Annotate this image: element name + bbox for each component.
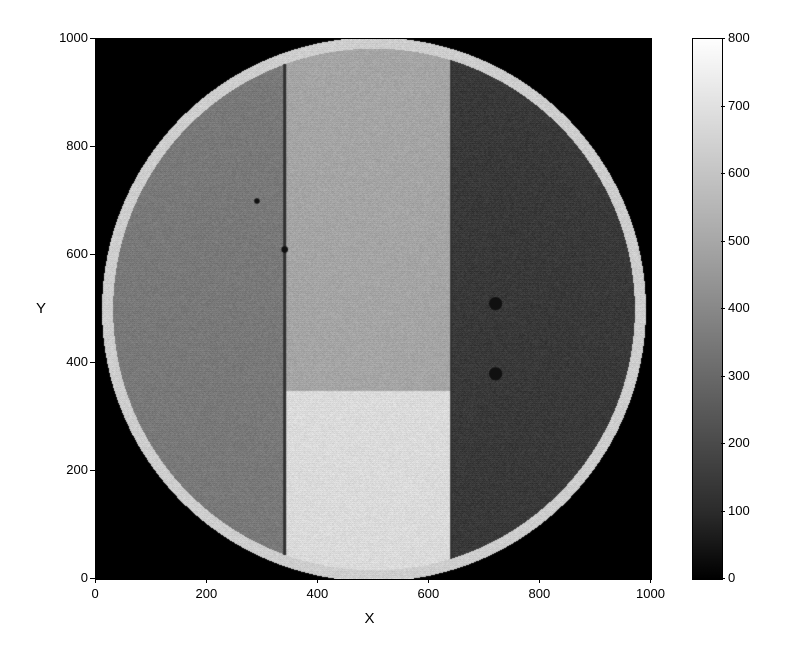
heatmap-chart: X Y 0 200 400 600 800 1000 0 200 400 600 800 1000 0 1… xyxy=(20,20,780,626)
tick-mark xyxy=(721,578,725,579)
tick-mark xyxy=(90,470,95,471)
tick-mark xyxy=(90,254,95,255)
tick-label: 200 xyxy=(728,435,750,450)
tick-mark xyxy=(721,308,725,309)
tick-mark xyxy=(90,578,95,579)
tick-label: 800 xyxy=(728,30,750,45)
tick-mark xyxy=(206,578,207,583)
y-axis-label: Y xyxy=(36,300,46,317)
tick-label: 100 xyxy=(728,503,750,518)
tick-mark xyxy=(721,173,725,174)
tick-label: 400 xyxy=(728,300,750,315)
tick-label: 700 xyxy=(728,98,750,113)
tick-label: 200 xyxy=(196,586,218,601)
tick-mark xyxy=(428,578,429,583)
tick-label: 800 xyxy=(50,138,88,153)
heatmap-canvas xyxy=(96,39,651,579)
tick-mark xyxy=(721,511,725,512)
tick-label: 0 xyxy=(728,570,735,585)
tick-mark xyxy=(90,362,95,363)
tick-label: 1000 xyxy=(636,586,665,601)
tick-mark xyxy=(721,38,725,39)
colorbar xyxy=(692,38,723,580)
tick-mark xyxy=(90,146,95,147)
tick-label: 600 xyxy=(728,165,750,180)
tick-label: 800 xyxy=(529,586,551,601)
tick-label: 1000 xyxy=(50,30,88,45)
tick-mark xyxy=(721,376,725,377)
x-axis-label: X xyxy=(365,610,375,627)
tick-mark xyxy=(539,578,540,583)
tick-label: 200 xyxy=(50,462,88,477)
tick-mark xyxy=(95,578,96,583)
tick-label: 600 xyxy=(418,586,440,601)
tick-mark xyxy=(721,241,725,242)
tick-label: 400 xyxy=(307,586,329,601)
tick-mark xyxy=(90,38,95,39)
tick-label: 500 xyxy=(728,233,750,248)
tick-mark xyxy=(721,106,725,107)
tick-mark xyxy=(317,578,318,583)
tick-mark xyxy=(721,443,725,444)
tick-label: 0 xyxy=(92,586,99,601)
tick-mark xyxy=(650,578,651,583)
tick-label: 0 xyxy=(50,570,88,585)
plot-area xyxy=(95,38,652,580)
tick-label: 600 xyxy=(50,246,88,261)
tick-label: 300 xyxy=(728,368,750,383)
tick-label: 400 xyxy=(50,354,88,369)
